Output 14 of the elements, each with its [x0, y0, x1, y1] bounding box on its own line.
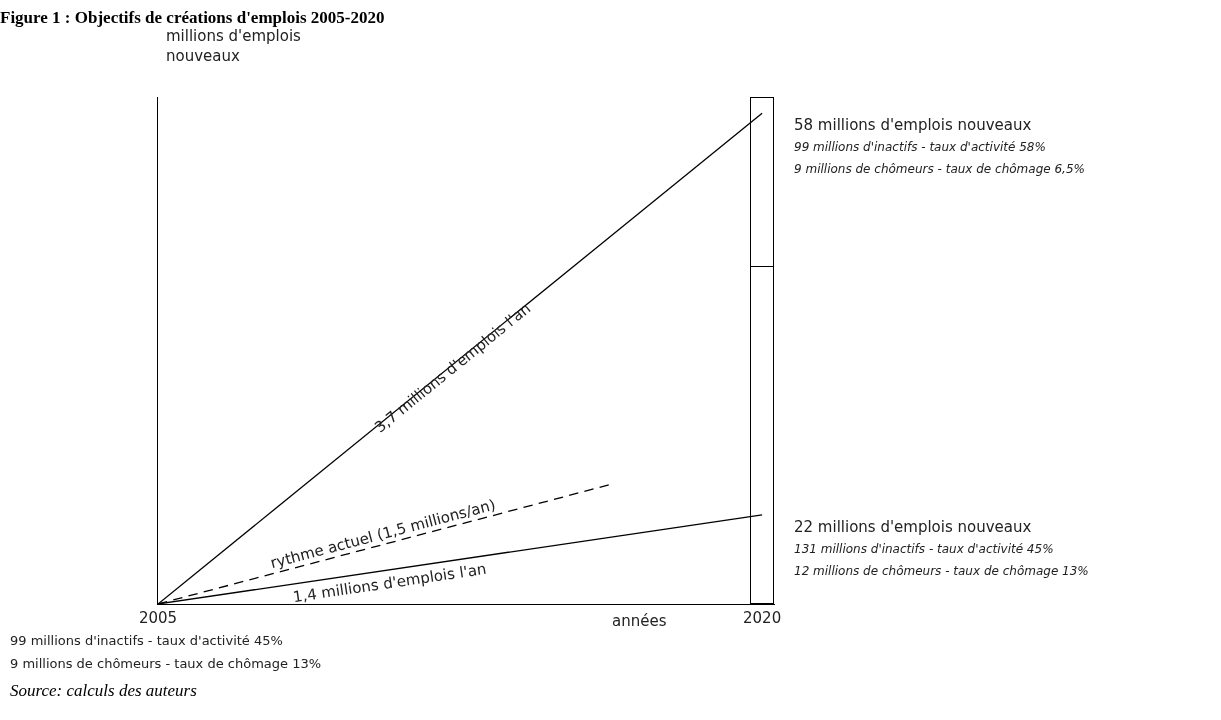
chart-title: Figure 1 : Objectifs de créations d'emplois 2005-2020: [0, 7, 385, 27]
y-axis-title: millions d'emplois nouveaux: [166, 27, 302, 65]
annotation: 58 millions d'emplois nouveaux: [794, 116, 1032, 134]
source-note: Source: calculs des auteurs: [10, 681, 198, 700]
text: 9 millions de chômeurs - taux de chômage 6,5%: [794, 162, 1085, 176]
text: 99 millions d'inactifs - taux d'activité 45%: [10, 633, 283, 648]
text: 99 millions d'inactifs - taux d'activité 58%: [794, 140, 1046, 154]
x-tick-label: 2020: [743, 609, 782, 628]
annotation: 22 millions d'emplois nouveaux: [794, 518, 1032, 536]
x-tick-label: 2005: [138, 609, 178, 628]
text: 12 millions de chômeurs - taux de chômage 13%: [794, 564, 1089, 578]
x-axis-title: années: [612, 612, 667, 630]
text: 131 millions d'inactifs - taux d'activité 45%: [794, 542, 1054, 556]
text: 9 millions de chômeurs - taux de chômage 13%: [10, 656, 322, 671]
